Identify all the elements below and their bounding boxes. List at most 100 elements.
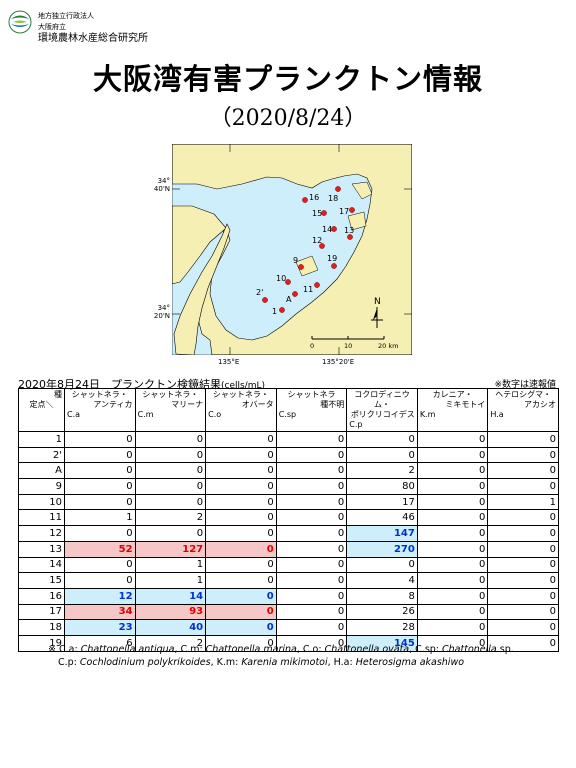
count-cell: 0 [487,478,559,495]
count-cell: 0 [275,431,348,448]
column-header-h-a: ヘテロシグマ・ アカシオ H.a [487,388,559,432]
count-cell: 0 [416,431,489,448]
lon-label-right: 135°20'E [322,358,355,366]
species-footnote: ※ C.a: Chattonella antiqua, C.m: Chatton… [48,643,514,669]
count-cell: 0 [275,572,348,589]
count-cell: 0 [275,478,348,495]
count-cell: 0 [275,462,348,480]
count-cell: 0 [205,556,277,574]
station-cell: 12 [18,525,65,542]
count-cell: 14 [134,587,207,605]
station-cell: 15 [18,572,65,589]
count-cell: 0 [205,603,277,621]
count-cell: 0 [416,587,489,605]
count-cell: 0 [275,540,348,558]
lat-label-top: 34° 40'N [153,177,170,193]
station-cell: A [18,462,65,480]
footnote-line1: ※ C.a: Chattonella antiqua, C.m: Chatton… [48,644,514,655]
count-cell: 0 [275,556,348,574]
column-header-c-a: シャットネラ・ アンティカ C.a [64,388,136,432]
count-cell: 0 [205,446,277,464]
table-row: 2' 0 0 0 0 0 0 0 [18,446,559,464]
count-cell: 0 [134,431,207,448]
count-cell: 0 [205,587,277,605]
count-cell: 0 [487,525,559,542]
count-cell: 1 [487,493,559,511]
count-cell: 0 [275,493,348,511]
count-cell: 17 [346,493,418,511]
station-9 [298,264,304,270]
scale-bar [311,336,385,340]
station-markers [262,186,355,313]
count-cell: 0 [205,431,277,448]
scale-10: 10 [344,342,352,350]
count-cell: 23 [64,619,136,636]
count-cell: 0 [64,525,136,542]
count-cell: 0 [134,446,207,464]
sea-area-main [172,173,373,341]
count-cell: 127 [134,540,207,558]
count-cell: 1 [64,509,136,527]
station-A [292,291,298,297]
table-row: 17 34 93 0 0 26 0 0 [18,603,559,621]
count-cell: 0 [64,556,136,574]
count-cell: 0 [275,587,348,605]
count-cell: 0 [275,634,348,652]
table-row: 11 1 2 0 0 46 0 0 [18,509,559,527]
station-cell: 18 [18,619,65,636]
lat-label-bottom: 34° 20'N [153,304,170,320]
table-body: 1 0 0 0 0 0 0 0 2' 0 0 0 0 0 0 0 A 0 0 0 0 2 0 0 9 0 0 0 0 80 0 0 10 0 0 0 0… [18,431,559,652]
org-logo-icon [8,10,32,34]
station-1 [279,307,285,313]
count-cell: 0 [205,619,277,636]
column-header-c-m: シャットネラ・ マリーナ C.m [134,388,207,432]
count-cell: 40 [134,619,207,636]
count-cell: 0 [416,603,489,621]
station-label-11: 11 [303,285,313,294]
count-cell: 0 [64,493,136,511]
station-15 [321,210,327,216]
count-cell: 0 [487,509,559,527]
table-row: 19 6 2 0 0 145 0 0 [18,634,559,652]
lon-label-left: 135°E [218,358,240,366]
count-cell: 0 [416,619,489,636]
count-cell: 0 [487,462,559,480]
column-header-k-m: カレニア・ ミキモトイ K.m [416,388,489,432]
station-label-9: 9 [293,256,298,265]
station-14 [331,226,337,232]
report-date: （2020/8/24） [209,106,367,131]
station-label-12: 12 [312,236,322,245]
station-label-17: 17 [339,207,349,216]
count-cell: 0 [416,540,489,558]
station-cell: 14 [18,556,65,574]
count-cell: 0 [416,572,489,589]
north-label: N [374,297,381,307]
table-row: 10 0 0 0 0 17 0 1 [18,493,559,511]
count-cell: 0 [205,478,277,495]
count-cell: 0 [64,478,136,495]
count-cell: 270 [346,540,418,558]
station-cell: 17 [18,603,65,621]
results-table: 種 定点＼ シャットネラ・ アンティカ C.a シャットネラ・ マリーナ C.m シャットネ… [18,388,559,652]
count-cell: 0 [416,446,489,464]
count-cell: 0 [134,525,207,542]
count-cell: 0 [205,572,277,589]
count-cell: 0 [346,556,418,574]
count-cell: 0 [416,462,489,480]
station-13 [347,234,353,240]
count-cell: 4 [346,572,418,589]
station-cell: 13 [18,540,65,558]
count-cell: 0 [416,509,489,527]
corner-header: 種 定点＼ [18,388,65,432]
station-cell: 16 [18,587,65,605]
footnote-line2: C.p: Cochlodinium polykrikoides, K.m: Ka… [58,657,465,668]
page-title: 大阪湾有害プランクトン情報 [92,62,483,96]
table-row: 15 0 1 0 0 4 0 0 [18,572,559,589]
table-row: 13 52 127 0 0 270 0 0 [18,540,559,558]
station-label-2prime: 2' [256,288,263,297]
org-line2: 大阪府立 [38,23,66,31]
table-row: 16 12 14 0 0 8 0 0 [18,587,559,605]
count-cell: 0 [275,619,348,636]
station-12 [319,243,325,249]
count-cell: 0 [205,525,277,542]
